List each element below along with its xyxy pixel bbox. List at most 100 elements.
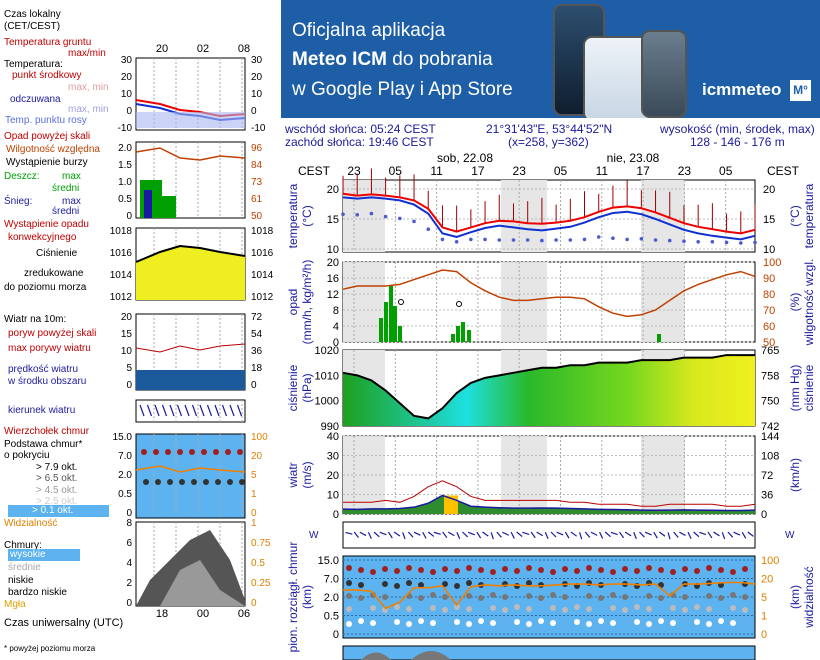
compass-left-w: W: [309, 530, 319, 541]
legend-cloud-dot-a-5: [201, 449, 207, 455]
legend-cloud-dot-b-6: [215, 479, 221, 485]
cloud-dot-20-3: [586, 606, 592, 612]
legend-snow-avg: średni: [52, 206, 80, 217]
cloud-dot-8-2: [442, 594, 448, 600]
cloud-dot-15-2: [526, 593, 532, 599]
dew-point-13: [525, 238, 530, 242]
wind-arrow-22: [496, 531, 502, 538]
rain-bar-6: [456, 326, 460, 342]
legend-windkmh-tick-1: 54: [251, 329, 263, 340]
cloud-dot-17-3: [550, 605, 556, 611]
wind-ylabel-2: (m/s): [300, 461, 314, 488]
cloud-dot-5-4: [406, 621, 412, 627]
wind-direction-group: [342, 521, 756, 549]
cloud-dot-16-4: [538, 618, 544, 624]
cloud-dot-0-1: [346, 580, 352, 586]
legend-c25: > 2.5 okt.: [36, 496, 78, 507]
legend-top-tick-2: 08: [238, 43, 250, 55]
humidity-tick-5: 50: [763, 337, 775, 349]
temp-ylabel-right-1: (°C): [788, 205, 802, 226]
wind-right-tick-2: 72: [761, 470, 773, 482]
pressure-tick-0: 1020: [315, 345, 339, 357]
legend-dir-arrow-6: [184, 404, 190, 417]
legend-windkmh-tick-3: 18: [251, 363, 263, 374]
altitude-values: 128 - 146 - 176 m: [690, 135, 785, 149]
legend-ground-temp: Temperatura gruntu: [4, 37, 92, 48]
wind-arrow-24: [510, 531, 515, 539]
vis-tick-3: 1: [761, 611, 767, 623]
cloud-dot-9-4: [454, 619, 460, 625]
legend-press-tick-2: 1014: [110, 270, 133, 281]
legend-mid: średnie: [8, 562, 41, 573]
cloud-dot-2-2: [370, 592, 376, 598]
wind-arrow-19: [476, 531, 482, 539]
temp-left-tick-1: 15: [327, 214, 339, 226]
legend-bottom-tick-0: 18: [156, 608, 168, 620]
wind-arrow-29: [544, 532, 549, 540]
legend-hum-tick-1: 84: [251, 160, 263, 171]
humidity-tick-2: 80: [763, 289, 775, 301]
legend-dir-arrow-8: [199, 404, 205, 417]
humidity-tick-4: 60: [763, 321, 775, 333]
vis-tick-2: 5: [761, 592, 767, 604]
banner-line-1: Oficjalna aplikacja: [292, 20, 446, 41]
legend-temp-tick-0: 30: [121, 55, 133, 66]
dew-point-22: [653, 238, 658, 242]
precip-tick-0: 20: [327, 257, 339, 269]
dew-point-17: [582, 237, 587, 242]
dew-point-10: [483, 237, 487, 242]
wind-arrow-41: [624, 531, 632, 537]
precip-panel-group: 20 16 12 8 4 0 100 90 80 70 60 50: [327, 257, 782, 349]
legend-cloud-dot-b-4: [191, 479, 197, 485]
legend-cloud-dot-a-7: [225, 449, 231, 455]
cloud-dot-30-4: [706, 621, 712, 627]
dew-point-12: [511, 238, 516, 242]
cloud-dot-9-0: [454, 568, 460, 574]
legend-cloudkm-tick-3: 0.5: [118, 489, 132, 500]
precip-tick-3: 8: [333, 305, 339, 317]
legend-low: niskie: [8, 575, 34, 586]
legend-wind-tick-4: 0: [126, 380, 132, 391]
legend-snow-max: max: [62, 196, 81, 207]
wind-arrow-47: [667, 532, 671, 540]
coordinates-text: 21°31'43"E, 53°44'52"N: [486, 122, 613, 136]
cloud-dot-20-0: [586, 565, 592, 571]
time-tick-5: 05: [554, 164, 568, 178]
cloud-dot-25-2: [646, 593, 652, 599]
cloud-dot-16-2: [538, 595, 544, 601]
legend-dir-arrow-9: [206, 404, 213, 417]
meteo-logo-box: M°: [790, 80, 811, 101]
legend-snow: Śnieg:: [4, 196, 33, 207]
wind-arrow-14: [442, 531, 448, 539]
legend-wind-area: [136, 370, 245, 390]
cloud-dot-15-3: [526, 606, 532, 612]
legend-hum-tick-3: 61: [251, 194, 263, 205]
precip-tick-5: 0: [333, 337, 339, 349]
legend-vis-tick-3: 1: [251, 489, 257, 500]
cloud-dot-28-0: [682, 566, 688, 572]
legend-ground-maxmin: max/min: [68, 48, 106, 59]
legend-cloud-dot-b-5: [203, 479, 209, 485]
cloud-dot-15-0: [526, 565, 532, 571]
cloud-dot-28-2: [682, 594, 688, 600]
legend-wind-tick-0: 20: [121, 312, 133, 323]
cloud-dot-7-2: [430, 592, 436, 598]
cloud-dot-17-2: [550, 592, 556, 598]
cloud-dot-28-3: [682, 607, 688, 613]
time-tick-1: 05: [389, 164, 403, 178]
wind-arrow-49: [679, 531, 686, 536]
legend-pressure-line: [135, 244, 246, 263]
legend-top-tick-1: 02: [197, 43, 209, 55]
cloud-dot-6-2: [418, 595, 424, 601]
wind-arrow-25: [516, 531, 523, 538]
legend-press-tick-1: 1016: [110, 248, 133, 259]
legend-wind-tick-3: 5: [126, 363, 132, 374]
cloud-dot-2-3: [370, 605, 376, 611]
cloud-dot-3-2: [382, 594, 388, 600]
cloud-dot-32-4: [730, 620, 736, 626]
legend-cloud-top: Wierzchołek chmur: [4, 426, 90, 437]
app-promo-banner[interactable]: Oficjalna aplikacja Meteo ICM do pobrani…: [281, 0, 820, 118]
wind-arrow-11: [422, 531, 427, 539]
cloud-dot-26-0: [658, 567, 664, 573]
